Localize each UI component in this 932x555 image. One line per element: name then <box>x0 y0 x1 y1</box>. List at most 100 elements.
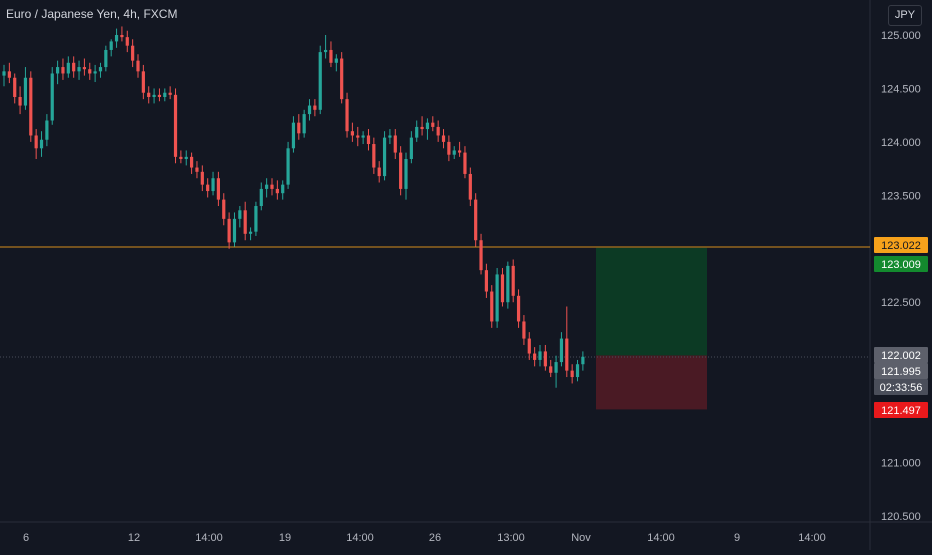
candle-body <box>13 77 17 97</box>
candle-body <box>399 152 403 189</box>
time-tick-label: 26 <box>429 532 441 544</box>
candle-body <box>479 240 483 271</box>
candle-body <box>163 92 167 97</box>
candle-body <box>313 105 317 110</box>
price-tick-label: 124.500 <box>881 83 921 95</box>
candle-body <box>425 122 430 130</box>
entry-price-label: 122.002 <box>881 350 921 362</box>
candle-body <box>436 126 440 136</box>
price-tick-label: 125.000 <box>881 30 921 42</box>
candle-body <box>559 338 564 363</box>
candle-body <box>18 96 22 106</box>
candle-body <box>72 62 76 72</box>
candle-body <box>93 71 97 74</box>
candle-body <box>281 184 285 194</box>
time-tick-label: Nov <box>571 532 591 544</box>
candle-body <box>265 184 269 189</box>
candle-body <box>56 67 60 74</box>
price-tick-label: 120.500 <box>881 511 921 523</box>
bar-countdown-label-bg <box>874 379 928 395</box>
candle-body <box>50 73 54 121</box>
candle-body <box>34 135 38 149</box>
candle-body <box>77 67 81 72</box>
candle-body <box>120 35 124 38</box>
horizontal-line-price-label-bg <box>874 237 928 253</box>
candle-body <box>409 137 413 159</box>
candle-body <box>366 135 371 145</box>
candle-body <box>495 274 499 322</box>
candle-body <box>227 218 231 243</box>
price-tick-label: 124.000 <box>881 137 921 149</box>
currency-button[interactable]: JPY <box>888 5 922 26</box>
candle-body <box>39 139 44 149</box>
profit-zone <box>596 247 707 356</box>
candle-body <box>554 362 558 373</box>
candle-body <box>452 150 456 155</box>
time-tick-label: 14:00 <box>346 532 374 544</box>
candle-body <box>173 94 178 157</box>
candle-body <box>243 210 247 234</box>
candle-body <box>420 126 424 130</box>
candle-body <box>356 135 360 138</box>
candle-body <box>211 178 215 192</box>
time-tick-label: 19 <box>279 532 291 544</box>
price-tick-label: 121.000 <box>881 458 921 470</box>
chart-title: Euro / Japanese Yen, 4h, FXCM <box>6 7 178 21</box>
candle-body <box>259 188 263 207</box>
candle-body <box>500 274 505 303</box>
target-price-label: 123.009 <box>881 259 921 271</box>
candle-body <box>82 67 86 70</box>
candle-body <box>61 67 65 74</box>
candle-body <box>275 188 279 194</box>
candle-body <box>88 69 92 74</box>
candle-body <box>136 60 140 72</box>
candle-body <box>168 92 172 95</box>
candle-body <box>431 122 435 127</box>
candle-body <box>447 141 451 155</box>
candle-body <box>216 178 220 200</box>
candle-body <box>23 77 28 106</box>
price-tick-label: 122.500 <box>881 297 921 309</box>
candle-body <box>468 173 472 200</box>
candle-body <box>179 156 183 159</box>
candle-body <box>141 71 145 93</box>
candle-body <box>157 94 162 97</box>
candle-body <box>484 270 488 292</box>
candle-body <box>538 351 542 360</box>
time-tick-label: 14:00 <box>798 532 826 544</box>
candle-body <box>393 135 397 153</box>
candle-body <box>575 364 580 378</box>
loss-zone <box>596 355 707 410</box>
candle-body <box>527 338 531 354</box>
candle-body <box>382 137 387 177</box>
candle-body <box>361 135 365 138</box>
candle-body <box>66 62 70 74</box>
candle-body <box>307 105 312 115</box>
candle-body <box>222 199 226 219</box>
candle-body <box>340 58 344 100</box>
candle-body <box>232 218 237 243</box>
candle-body <box>533 353 537 360</box>
candle-body <box>463 152 467 174</box>
candle-body <box>297 122 301 134</box>
candle-body <box>345 99 349 132</box>
candle-body <box>511 265 515 296</box>
candle-body <box>152 94 156 97</box>
candle-body <box>377 167 381 177</box>
candle-body <box>270 184 274 189</box>
candle-body <box>474 199 478 241</box>
stop-price-label-bg <box>874 402 928 418</box>
candle-body <box>248 231 253 234</box>
candle-body <box>570 370 574 378</box>
candle-body <box>238 210 242 219</box>
bar-countdown-label: 02:33:56 <box>880 382 923 394</box>
candle-body <box>372 144 376 168</box>
candle-body <box>543 351 547 367</box>
candle-body <box>131 45 135 61</box>
time-tick-label: 13:00 <box>497 532 525 544</box>
candle-body <box>195 167 199 172</box>
candle-body <box>109 41 113 50</box>
